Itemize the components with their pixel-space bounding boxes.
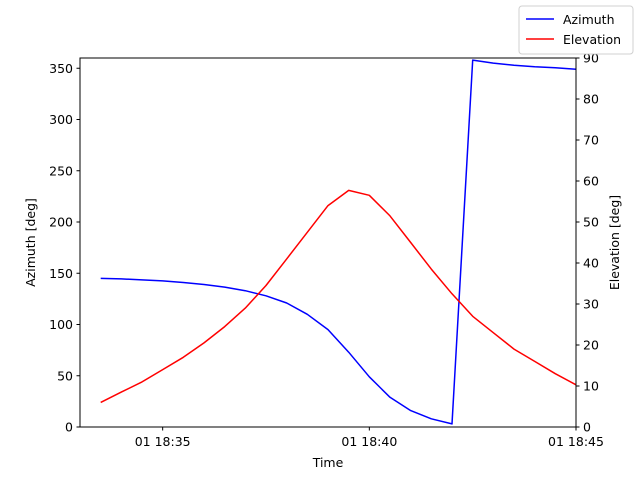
y-tick-label-right: 50 [583, 215, 599, 230]
y-tick-label-left: 250 [49, 163, 73, 178]
legend: Azimuth Elevation [518, 5, 634, 55]
y-tick-label-right: 10 [583, 379, 599, 394]
y-tick-label-left: 0 [65, 420, 73, 435]
y-tick-label-right: 0 [583, 420, 591, 435]
y-tick-label-right: 80 [583, 92, 599, 107]
y-tick-label-right: 20 [583, 338, 599, 353]
y-tick-label-left: 200 [49, 215, 73, 230]
y-tick-label-left: 300 [49, 112, 73, 127]
y-axis-label-left: Azimuth [deg] [23, 198, 38, 287]
x-tick-label: 01 18:45 [548, 434, 604, 449]
y-tick-label-left: 50 [57, 368, 73, 383]
series-line-elevation [100, 189, 577, 404]
y-axis-label-right: Elevation [deg] [607, 195, 622, 290]
y-tick-label-right: 70 [583, 133, 599, 148]
y-tick-label-left: 350 [49, 61, 73, 76]
legend-label-azimuth: Azimuth [563, 12, 615, 27]
x-axis-label: Time [312, 455, 344, 470]
y-tick-label-left: 100 [49, 317, 73, 332]
y-tick-label-right: 60 [583, 174, 599, 189]
y-tick-label-right: 40 [583, 256, 599, 271]
y-tick-label-right: 30 [583, 297, 599, 312]
legend-label-elevation: Elevation [563, 32, 621, 47]
y-tick-label-left: 150 [49, 266, 73, 281]
x-tick-label: 01 18:35 [135, 434, 191, 449]
x-tick-label: 01 18:40 [341, 434, 397, 449]
plot-frame [79, 57, 577, 428]
legend-box [518, 5, 634, 55]
series-line-azimuth [100, 59, 577, 425]
